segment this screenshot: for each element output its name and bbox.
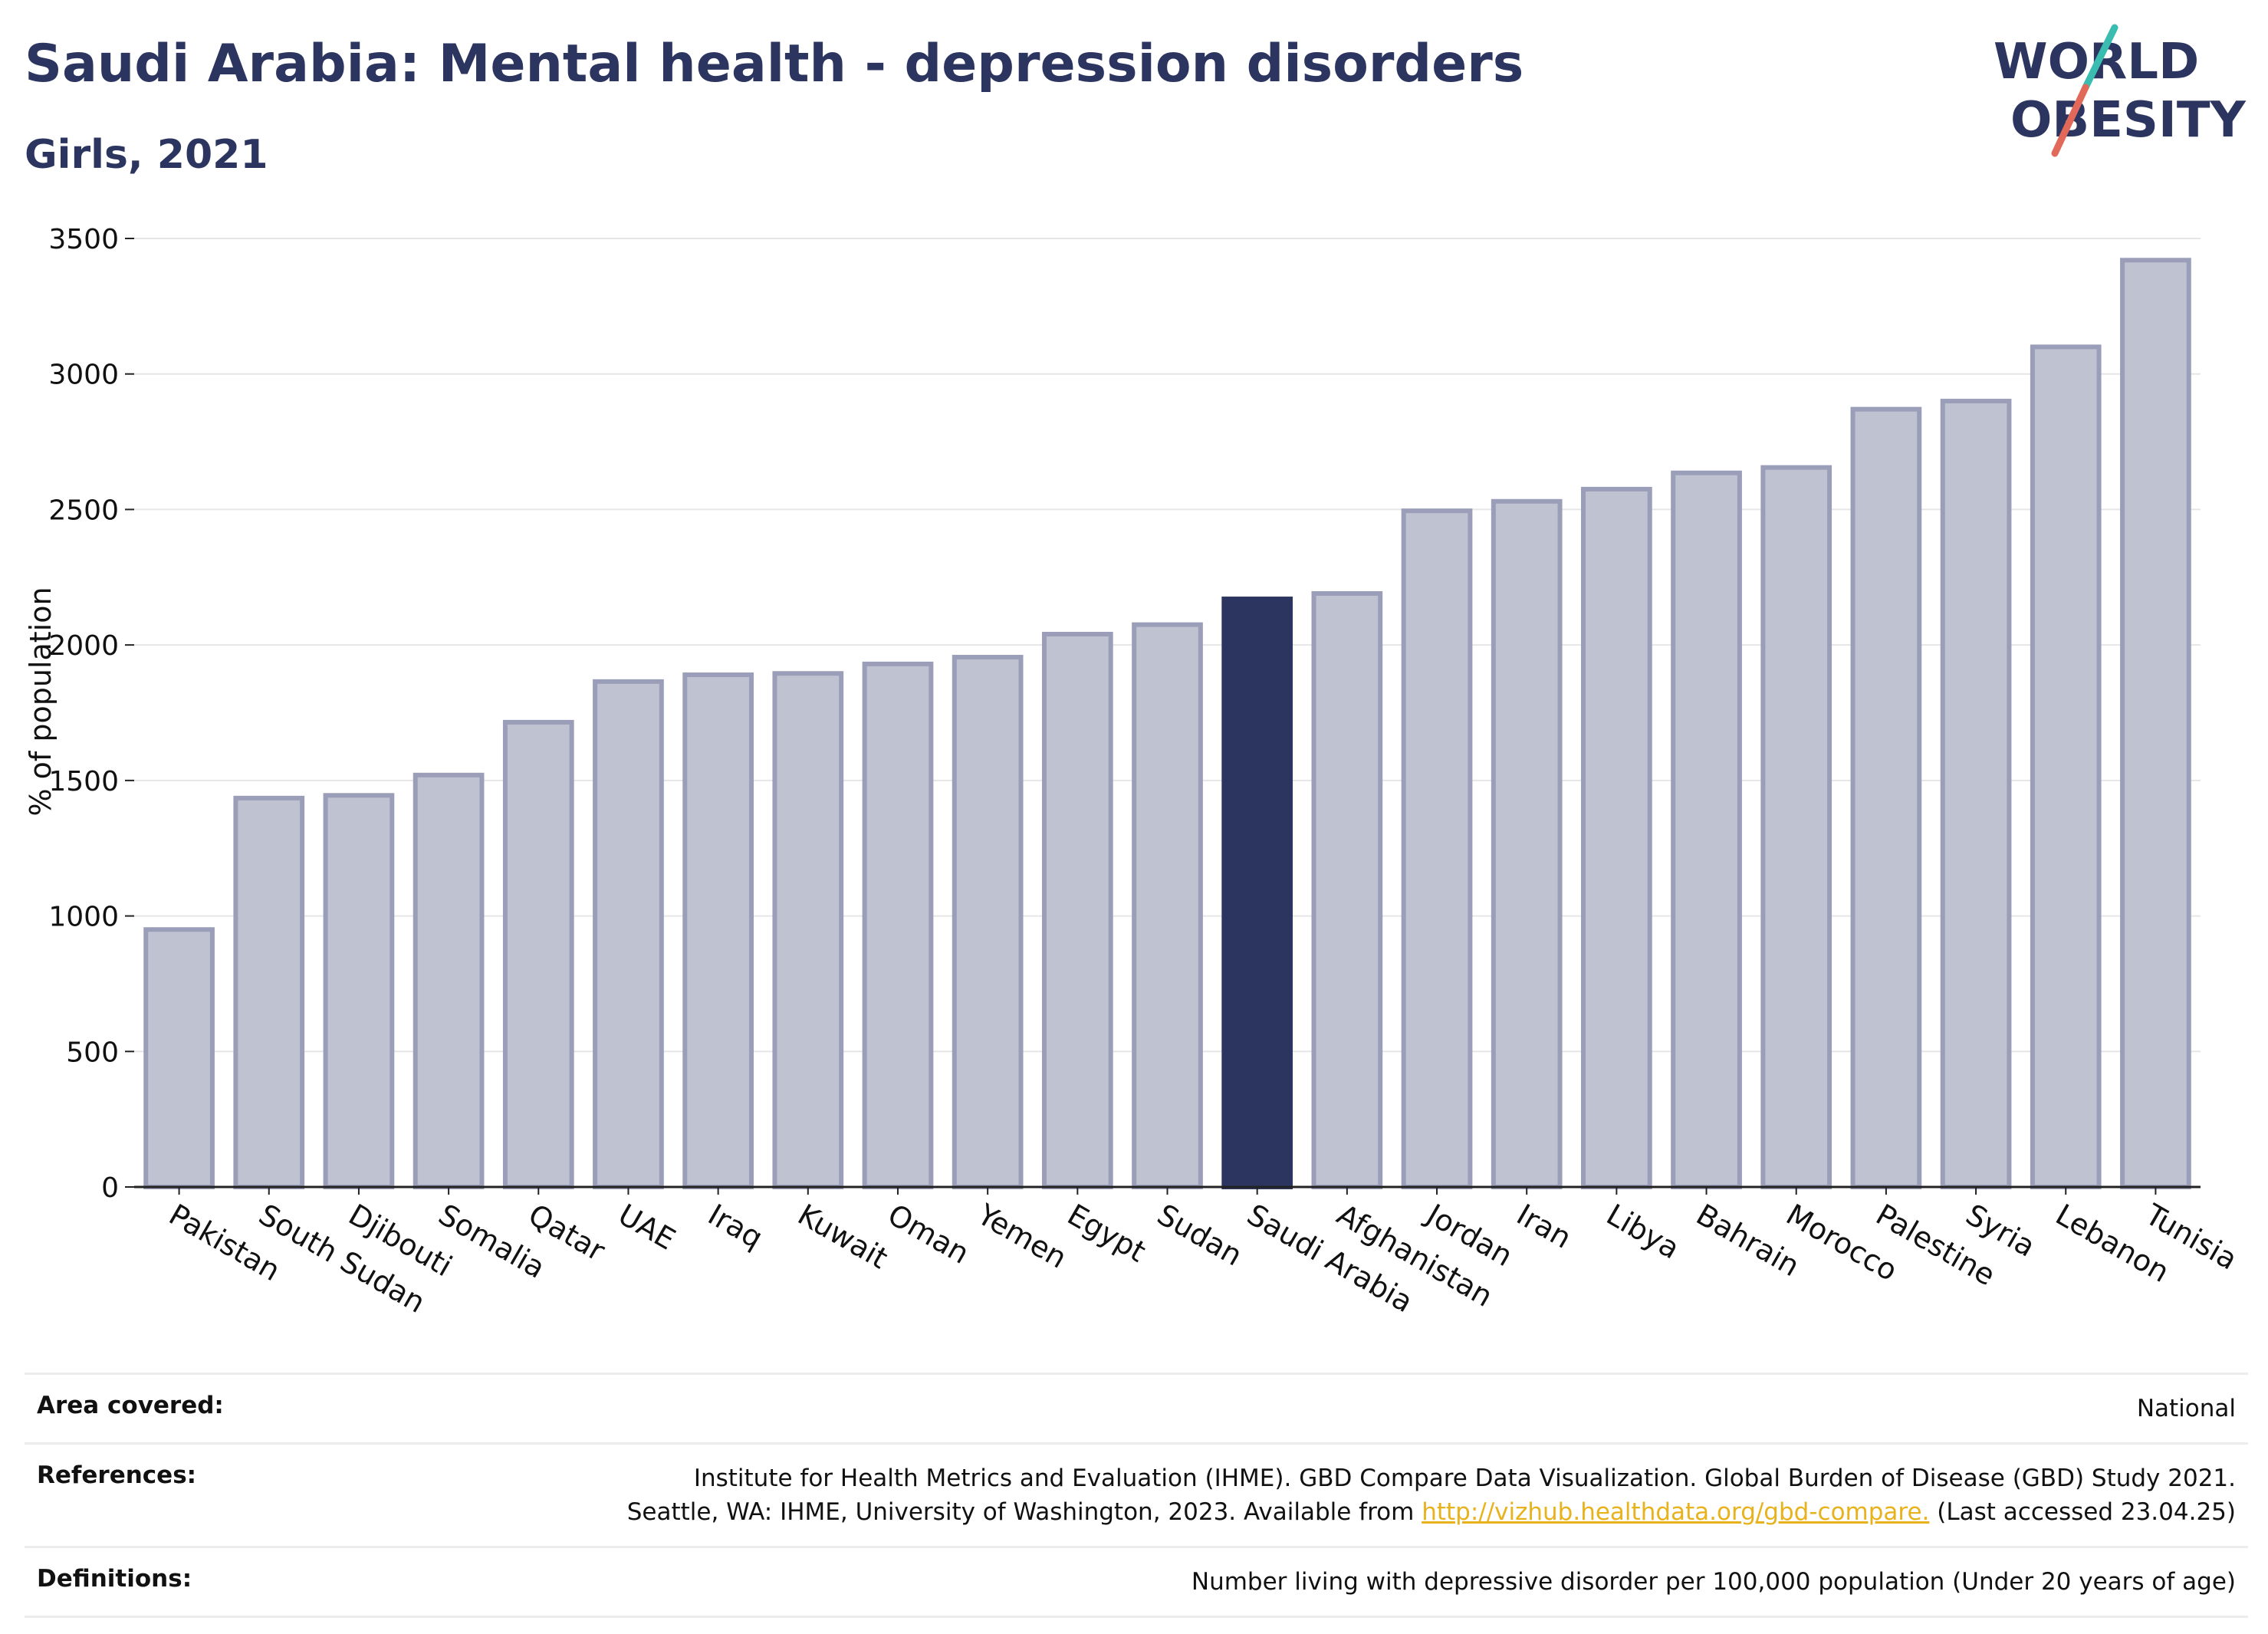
bar-lebanon — [2030, 344, 2102, 1189]
area-covered-row: Area covered: National — [25, 1373, 2248, 1442]
y-axis-label: % of population — [24, 587, 58, 816]
x-tick-label: Oman — [882, 1198, 975, 1271]
bar-jordan — [1401, 508, 1473, 1189]
references-line1: Institute for Health Metrics and Evaluat… — [693, 1465, 2236, 1492]
y-tick-label: 3000 — [48, 360, 119, 391]
x-tick-label: Iran — [1511, 1198, 1577, 1255]
definitions-label: Definitions: — [37, 1565, 192, 1593]
chart-title: Saudi Arabia: Mental health - depression… — [25, 34, 1524, 94]
bar-qatar — [502, 719, 574, 1189]
bar-sudan — [1132, 622, 1203, 1189]
logo-line2: OBESITY — [2010, 92, 2246, 149]
bar-kuwait — [772, 671, 844, 1189]
bar-djibouti — [323, 793, 395, 1189]
bar-oman — [862, 661, 934, 1189]
bar-somalia — [413, 772, 485, 1189]
bar-iran — [1491, 498, 1563, 1189]
x-tick-label: Bahrain — [1691, 1198, 1805, 1284]
references-line2-pre: Seattle, WA: IHME, University of Washing… — [626, 1498, 1422, 1526]
bar-chart: 0500100015002000250030003500PakistanSout… — [24, 224, 2243, 1320]
x-tick-label: Iraq — [702, 1198, 768, 1255]
bars — [143, 258, 2191, 1189]
bar-yemen — [952, 655, 1024, 1189]
definitions-value: Number living with depressive disorder p… — [1191, 1568, 2236, 1596]
chart-subtitle: Girls, 2021 — [25, 132, 268, 178]
bar-syria — [1940, 399, 2012, 1189]
y-tick-label: 3500 — [48, 224, 119, 255]
bar-tunisia — [2120, 258, 2191, 1189]
bar-libya — [1581, 486, 1652, 1189]
references-line2-post: (Last accessed 23.04.25) — [1929, 1498, 2236, 1526]
y-tick-label: 500 — [66, 1037, 119, 1068]
bar-uae — [593, 679, 664, 1189]
bar-pakistan — [143, 927, 215, 1189]
y-tick-label: 1000 — [48, 902, 119, 933]
y-tick-label: 0 — [101, 1172, 119, 1204]
logo-slash-teal-icon — [2082, 24, 2118, 91]
world-obesity-logo: WORLD OBESITY — [1994, 24, 2246, 157]
bar-afghanistan — [1311, 590, 1383, 1189]
x-tick-label: UAE — [613, 1198, 681, 1257]
x-tick-label: Libya — [1601, 1198, 1685, 1266]
bar-south-sudan — [233, 795, 305, 1189]
area-covered-label: Area covered: — [37, 1392, 224, 1419]
y-tick-label: 2000 — [48, 630, 119, 662]
bar-egypt — [1041, 632, 1113, 1189]
y-tick-label: 2500 — [48, 495, 119, 526]
chart-footer: Area covered: National References: Insti… — [25, 1373, 2248, 1618]
logo-slash-red-icon — [2051, 84, 2089, 157]
bar-palestine — [1850, 406, 1922, 1189]
bar-morocco — [1760, 465, 1832, 1189]
area-covered-value: National — [2136, 1395, 2236, 1422]
references-link[interactable]: http://vizhub.healthdata.org/gbd-compare… — [1422, 1498, 1930, 1526]
references-row: References: Institute for Health Metrics… — [25, 1442, 2248, 1546]
references-value: Institute for Health Metrics and Evaluat… — [627, 1461, 2236, 1529]
x-tick-label: Sudan — [1152, 1198, 1248, 1273]
bar-saudi-arabia — [1221, 597, 1293, 1189]
x-tick-label: Egypt — [1062, 1198, 1152, 1269]
y-tick-label: 1500 — [48, 766, 119, 797]
definitions-row: Definitions: Number living with depressi… — [25, 1546, 2248, 1618]
bar-iraq — [682, 672, 754, 1189]
x-tick-label: Yemen — [971, 1197, 1073, 1275]
x-tick-label: Kuwait — [792, 1198, 893, 1276]
references-label: References: — [37, 1461, 197, 1489]
bar-bahrain — [1671, 470, 1742, 1189]
